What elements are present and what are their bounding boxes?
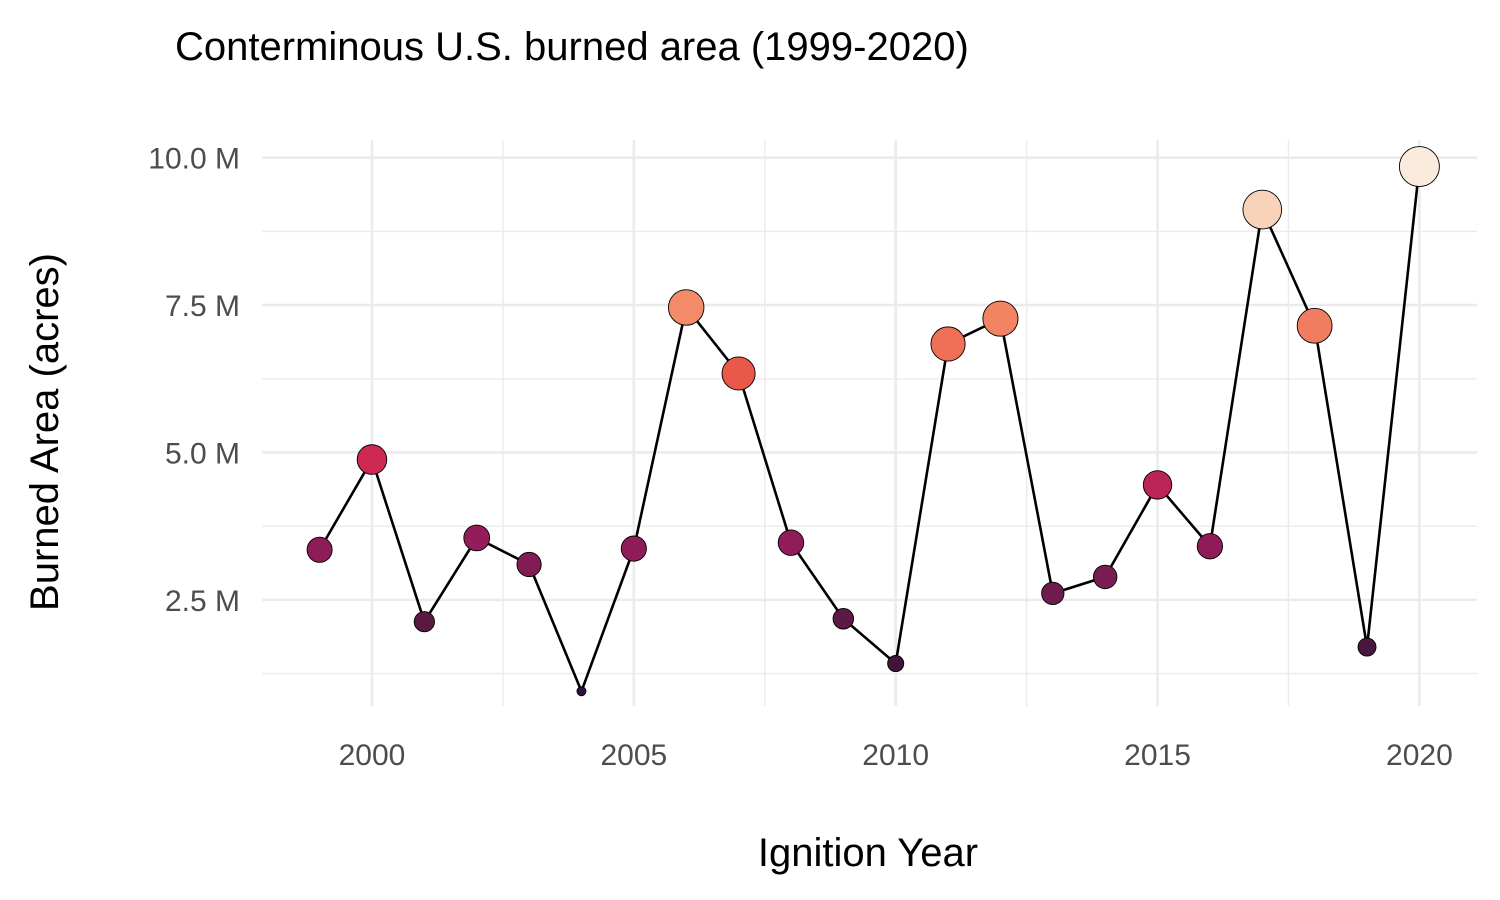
data-point [1092, 564, 1118, 590]
x-tick-label: 2000 [339, 739, 406, 772]
data-point [982, 300, 1019, 337]
data-point [356, 444, 388, 475]
data-point [1196, 533, 1224, 560]
x-tick-label: 2020 [1386, 739, 1453, 772]
y-axis-title: Burned Area (acres) [23, 253, 67, 611]
series-line [318, 166, 1421, 695]
data-point [620, 535, 647, 562]
y-tick-label: 7.5 M [165, 290, 240, 323]
chart-title: Conterminous U.S. burned area (1999-2020… [175, 25, 969, 69]
data-point [667, 289, 705, 326]
data-point [887, 655, 905, 673]
data-point [306, 536, 333, 563]
x-axis-ticks: 2000 2005 2010 2015 2020 [339, 739, 1453, 772]
data-point [1242, 189, 1283, 230]
x-tick-label: 2005 [600, 739, 667, 772]
data-point [413, 611, 435, 633]
data-point [777, 529, 805, 556]
data-point [1296, 307, 1333, 344]
x-tick-label: 2015 [1124, 739, 1191, 772]
data-point [1398, 146, 1440, 187]
y-tick-label: 5.0 M [165, 437, 240, 470]
plot-grid [262, 140, 1477, 706]
data-points [306, 146, 1440, 697]
data-point [576, 686, 587, 697]
y-axis-ticks: 2.5 M 5.0 M 7.5 M 10.0 M [148, 143, 240, 618]
y-tick-label: 2.5 M [165, 585, 240, 618]
data-point [721, 356, 756, 391]
data-point [1357, 637, 1377, 657]
data-point [930, 326, 966, 362]
x-axis-title: Ignition Year [758, 831, 978, 875]
data-point [1142, 470, 1173, 500]
x-tick-label: 2010 [862, 739, 929, 772]
y-tick-label: 10.0 M [148, 143, 240, 176]
data-point [516, 551, 542, 578]
data-point [463, 524, 491, 552]
data-point [832, 608, 855, 630]
data-point [1041, 581, 1065, 606]
